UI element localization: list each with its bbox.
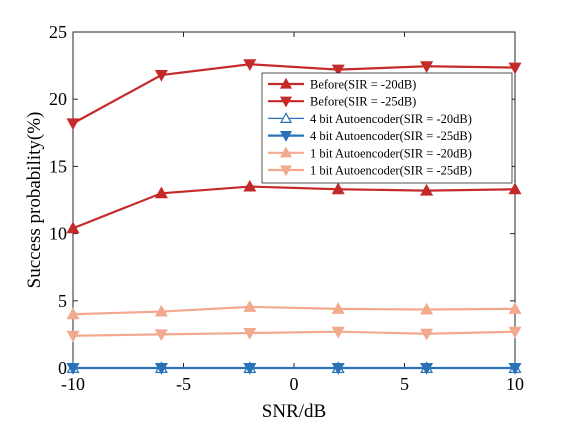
- legend-item: 1 bit Autoencoder(SIR = -20dB): [268, 146, 472, 160]
- data-point: [243, 363, 257, 375]
- data-point: [508, 62, 522, 75]
- series-4: [66, 363, 522, 375]
- legend-item: Before(SIR = -20dB): [268, 78, 416, 92]
- y-tick-label: 20: [49, 89, 67, 109]
- series-line: [72, 63, 516, 125]
- data-point: [508, 326, 522, 339]
- legend-box: [261, 72, 513, 184]
- data-point: [331, 64, 345, 77]
- legend-label: 1 bit Autoencoder(SIR = -20dB): [310, 146, 472, 160]
- legend-marker: [279, 165, 293, 177]
- series-line: [72, 330, 516, 337]
- data-point: [508, 302, 522, 314]
- data-point: [420, 363, 434, 375]
- series-line: [72, 185, 516, 230]
- data-point: [243, 328, 257, 340]
- y-tick-label: 15: [49, 156, 67, 176]
- legend-label: 4 bit Autoencoder(SIR = -25dB): [310, 129, 472, 143]
- legend-item: 4 bit Autoencoder(SIR = -25dB): [268, 129, 472, 143]
- legend-marker: [279, 146, 293, 158]
- data-point: [243, 179, 257, 192]
- series-2: [66, 59, 522, 131]
- legend-label: Before(SIR = -25dB): [310, 95, 416, 109]
- data-point: [66, 363, 80, 375]
- legend: Before(SIR = -20dB) Before(SIR = -25dB) 4 …: [261, 72, 513, 184]
- series-layer: [66, 59, 522, 375]
- x-tick-label: -5: [176, 374, 191, 394]
- data-point: [420, 183, 434, 196]
- data-point: [243, 59, 257, 71]
- data-point: [66, 221, 80, 234]
- legend-label: Before(SIR = -20dB): [310, 78, 416, 92]
- data-point: [154, 70, 168, 82]
- y-tick-label: 10: [49, 224, 67, 244]
- x-tick-label: 10: [506, 374, 524, 394]
- legend-label: 4 bit Autoencoder(SIR = -20dB): [310, 112, 472, 126]
- data-point: [154, 329, 168, 342]
- y-axis-label: Success probability(%): [24, 112, 45, 289]
- legend-marker: [279, 96, 293, 108]
- legend-marker: [279, 112, 293, 124]
- data-point: [420, 328, 434, 341]
- series-line: [72, 305, 516, 316]
- data-point: [331, 326, 345, 339]
- legend-marker: [279, 77, 293, 89]
- legend-label: 1 bit Autoencoder(SIR = -25dB): [310, 164, 472, 178]
- data-point: [243, 300, 257, 312]
- x-tick-label: -10: [61, 374, 85, 394]
- data-point: [331, 363, 345, 375]
- data-point: [154, 304, 168, 317]
- data-point: [66, 118, 80, 131]
- legend-item: 1 bit Autoencoder(SIR = -25dB): [268, 164, 472, 178]
- data-point: [66, 307, 80, 320]
- axis-ticks: -10 -5 0 5 10 0 5 10 15 20 25: [49, 22, 524, 394]
- data-point: [66, 330, 80, 343]
- legend-item: 4 bit Autoencoder(SIR = -20dB): [268, 112, 472, 126]
- x-tick-label: 0: [290, 374, 299, 394]
- data-point: [420, 302, 434, 315]
- data-point: [331, 302, 345, 314]
- legend-marker: [279, 131, 293, 142]
- data-point: [154, 363, 168, 375]
- data-point: [508, 363, 522, 375]
- x-tick-label: 5: [400, 374, 409, 394]
- y-tick-label: 5: [58, 291, 67, 311]
- y-tick-label: 0: [58, 358, 67, 378]
- series-5: [66, 300, 522, 320]
- x-axis-label: SNR/dB: [262, 401, 326, 422]
- data-point: [508, 182, 522, 195]
- series-1: [66, 179, 522, 234]
- data-point: [154, 186, 168, 199]
- legend-item: Before(SIR = -25dB): [268, 95, 416, 109]
- data-point: [420, 61, 434, 74]
- series-6: [66, 326, 522, 343]
- y-tick-label: 25: [49, 22, 67, 42]
- data-point: [331, 182, 345, 195]
